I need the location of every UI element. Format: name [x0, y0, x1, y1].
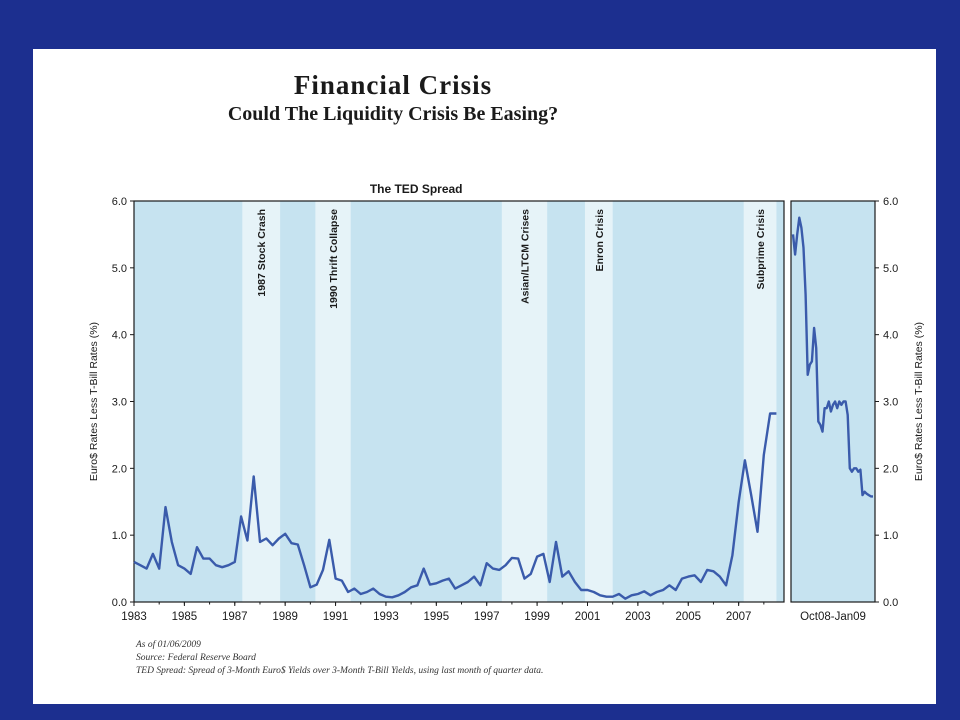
crisis-label: 1990 Thrift Collapse	[328, 209, 340, 309]
note-definition: TED Spread: Spread of 3-Month Euro$ Yiel…	[136, 666, 544, 676]
ted-spread-chart: 0.0 0.0 1.0 1.0 2.0 2.0 3.0 3.0 4.0 4.0 5.0 5.0 6.0 6…	[88, 182, 925, 623]
x-tick-label: 1991	[323, 611, 349, 623]
y-tick-label-left: 6.0	[112, 196, 127, 208]
y-tick-label-right: 4.0	[883, 330, 898, 342]
slide-subtitle: Could The Liquidity Crisis Be Easing?	[227, 103, 559, 125]
crisis-label: 1987 Stock Crash	[256, 209, 268, 297]
x-tick-label: 2001	[575, 611, 601, 623]
y-tick-label-left: 2.0	[112, 463, 127, 475]
chart-labels: 1987 Stock Crash 1990 Thrift Collapse Asia…	[256, 182, 767, 309]
slide-title: Financial Crisis	[293, 70, 493, 100]
inset-x-label: Oct08-Jan09	[800, 611, 866, 623]
y-axis-label-right: Euro$ Rates Less T-Bill Rates (%)	[913, 322, 925, 481]
y-axis-label-left: Euro$ Rates Less T-Bill Rates (%)	[88, 322, 100, 481]
y-tick-label-right: 3.0	[883, 397, 898, 409]
main-series	[133, 412, 777, 600]
crisis-label: Enron Crisis	[594, 209, 606, 272]
slide: Financial Crisis Could The Liquidity Cri…	[33, 49, 936, 704]
y-tick-label-right: 2.0	[883, 463, 898, 475]
crisis-band	[743, 201, 777, 602]
y-tick-label-right: 0.0	[883, 597, 898, 609]
main-plot-background	[134, 201, 784, 602]
y-tick-label-right: 1.0	[883, 530, 898, 542]
x-tick-label: 2007	[726, 611, 752, 623]
x-tick-label: 2003	[625, 611, 651, 623]
inset-spread-line	[791, 216, 873, 498]
y-tick-label-right: 6.0	[883, 196, 898, 208]
note-source: Source: Federal Reserve Board	[136, 653, 256, 663]
x-tick-label: 1983	[121, 611, 147, 623]
x-tick-label: 1993	[373, 611, 399, 623]
x-tick-label: 1989	[272, 611, 298, 623]
y-tick-label-left: 0.0	[112, 597, 127, 609]
inset-series	[791, 216, 873, 498]
x-tick-label: 1995	[424, 611, 450, 623]
y-tick-label-right: 5.0	[883, 263, 898, 275]
crisis-label: Subprime Crisis	[755, 209, 767, 290]
chart-notes: As of 01/06/2009 Source: Federal Reserve…	[136, 639, 543, 678]
y-tick-label-left: 5.0	[112, 263, 127, 275]
crisis-bands	[134, 201, 875, 602]
x-tick-label: 1997	[474, 611, 500, 623]
note-asof: As of 01/06/2009	[136, 640, 201, 650]
x-tick-label: 1987	[222, 611, 248, 623]
chart-axes: 0.0 0.0 1.0 1.0 2.0 2.0 3.0 3.0 4.0 4.0 5.0 5.0 6.0 6…	[88, 196, 925, 623]
crisis-band	[501, 201, 548, 602]
y-tick-label-left: 1.0	[112, 530, 127, 542]
crisis-band	[584, 201, 613, 602]
chart-title: The TED Spread	[370, 182, 463, 196]
y-tick-label-left: 3.0	[112, 397, 127, 409]
crisis-label: Asian/LTCM Crises	[520, 209, 532, 304]
x-tick-label: 1999	[524, 611, 550, 623]
x-tick-label: 2005	[675, 611, 701, 623]
slide-heading: Financial Crisis Could The Liquidity Cri…	[33, 69, 753, 127]
ted-spread-line	[133, 412, 777, 600]
crisis-band	[315, 201, 351, 602]
x-tick-label: 1985	[172, 611, 198, 623]
y-tick-label-left: 4.0	[112, 330, 127, 342]
